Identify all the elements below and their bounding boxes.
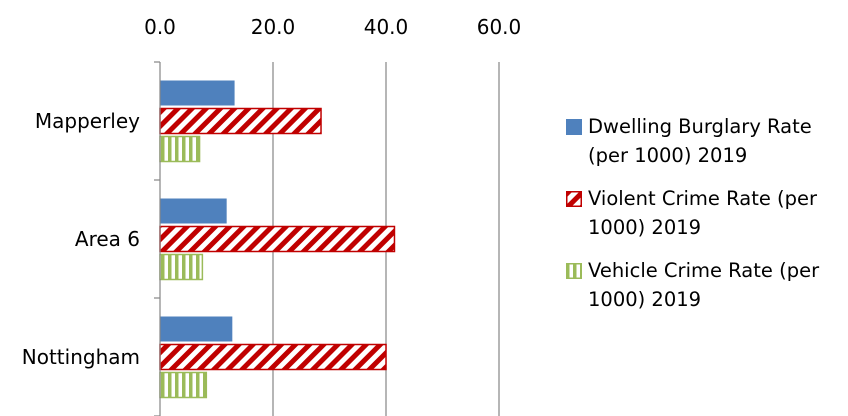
category-label: Area 6 [75, 227, 140, 251]
x-tick-label: 40.0 [364, 15, 409, 39]
x-tick-label: 0.0 [144, 15, 176, 39]
legend-swatch-burglary [566, 119, 582, 135]
bar [160, 316, 233, 342]
bar [159, 343, 387, 371]
bar [159, 225, 396, 253]
legend-label-violent: Violent Crime Rate (per 1000) 2019 [588, 187, 818, 239]
bar [159, 371, 208, 399]
legend-item: Vehicle Crime Rate (per 1000) 2019 [566, 256, 846, 314]
legend-item: Dwelling Burglary Rate (per 1000) 2019 [566, 112, 846, 170]
legend-swatch-vehicle [566, 263, 582, 279]
bar [160, 80, 235, 106]
legend-label-vehicle: Vehicle Crime Rate (per 1000) 2019 [588, 259, 820, 311]
legend-item: Violent Crime Rate (per 1000) 2019 [566, 184, 846, 242]
bar [159, 135, 201, 163]
x-tick-label: 20.0 [251, 15, 296, 39]
category-label: Nottingham [22, 345, 140, 369]
legend-swatch-violent [566, 191, 582, 207]
bar [159, 107, 322, 135]
bars [159, 80, 396, 399]
category-label: Mapperley [35, 109, 140, 133]
legend-label-burglary: Dwelling Burglary Rate (per 1000) 2019 [588, 115, 812, 167]
x-tick-label: 60.0 [477, 15, 522, 39]
bar [159, 253, 204, 281]
bar [160, 198, 227, 224]
axes [154, 61, 161, 416]
legend: Dwelling Burglary Rate (per 1000) 2019 V… [566, 112, 846, 328]
labels: 0.0 20.0 40.0 60.0 Mapperley Area 6 Nottingham [22, 15, 522, 369]
